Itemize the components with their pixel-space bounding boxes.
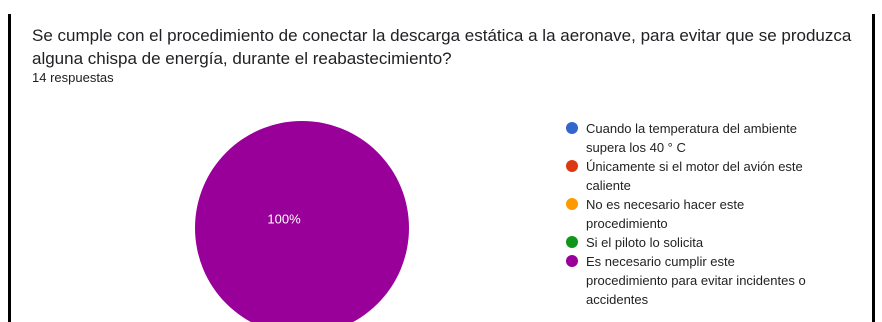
pie-slice [195, 121, 409, 322]
legend-swatch [566, 160, 578, 172]
legend-item: Si el piloto lo solicita [566, 233, 816, 252]
legend-label: Es necesario cumplir este procedimiento … [586, 254, 806, 307]
response-count: 14 respuestas [32, 70, 114, 85]
chart-title: Se cumple con el procedimiento de conect… [32, 26, 852, 68]
legend-swatch [566, 198, 578, 210]
legend: Cuando la temperatura del ambiente super… [566, 119, 816, 309]
legend-item: Es necesario cumplir este procedimiento … [566, 252, 816, 309]
legend-label: Si el piloto lo solicita [586, 235, 704, 250]
legend-item: No es necesario hacer este procedimiento [566, 195, 816, 233]
legend-swatch [566, 255, 578, 267]
frame [8, 14, 875, 322]
legend-label: Cuando la temperatura del ambiente super… [586, 121, 798, 155]
legend-item: Cuando la temperatura del ambiente super… [566, 119, 816, 157]
legend-swatch [566, 236, 578, 248]
legend-swatch [566, 122, 578, 134]
legend-item: Únicamente si el motor del avión este ca… [566, 157, 816, 195]
legend-label: No es necesario hacer este procedimiento [586, 197, 745, 231]
legend-label: Únicamente si el motor del avión este ca… [586, 159, 803, 193]
pie-label: 100% [267, 211, 301, 226]
